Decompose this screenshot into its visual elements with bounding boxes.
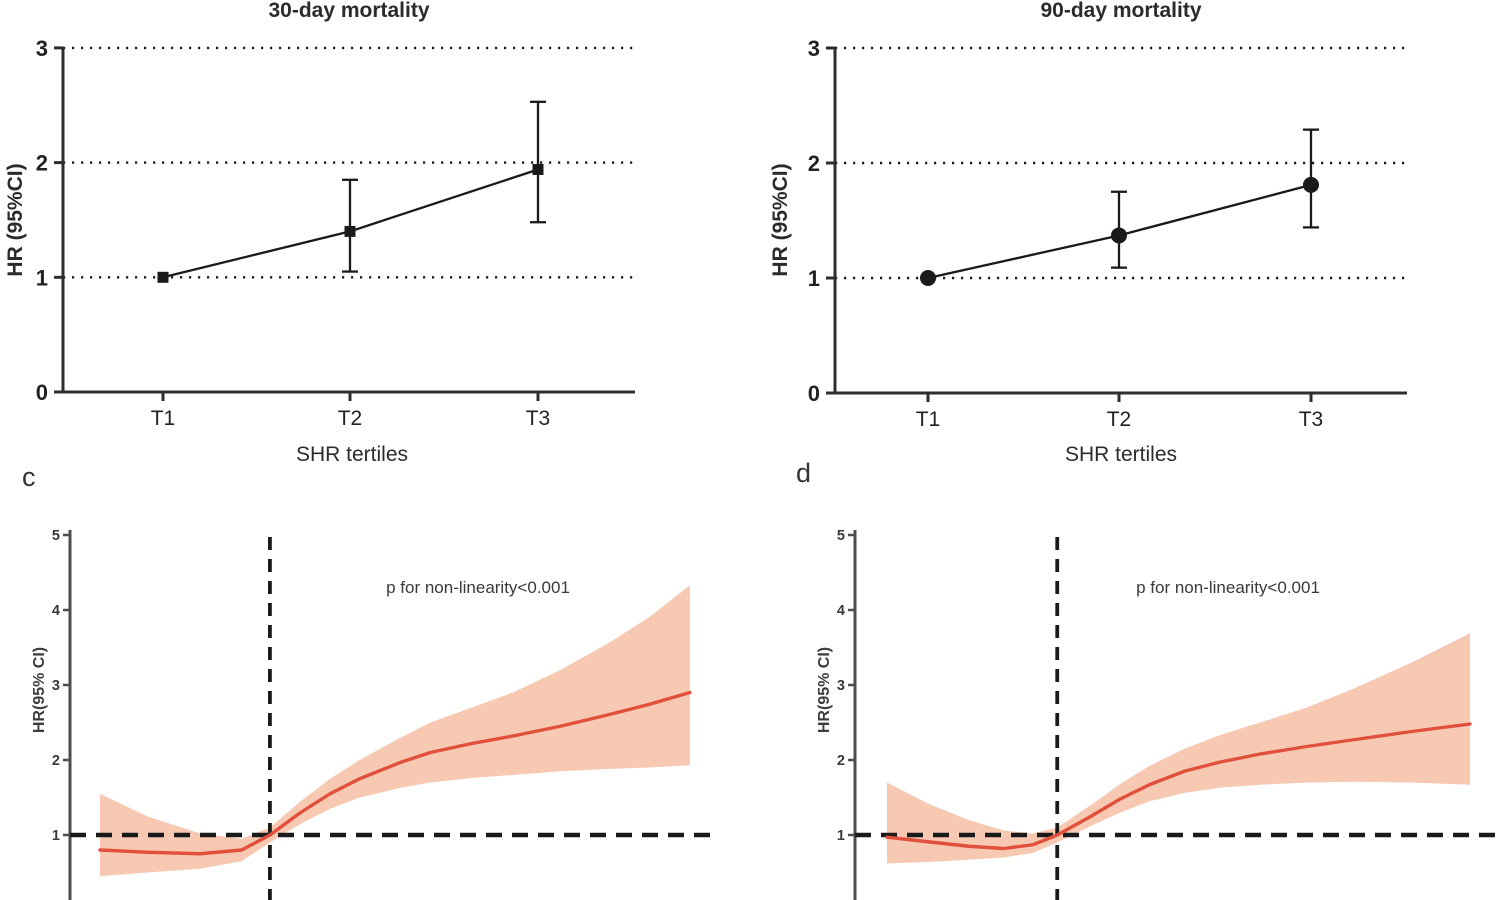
panel-c-letter: c — [22, 462, 36, 492]
svg-text:T2: T2 — [1107, 408, 1132, 431]
svg-text:4: 4 — [837, 603, 845, 619]
svg-text:2: 2 — [837, 753, 845, 769]
svg-text:0: 0 — [36, 380, 48, 405]
svg-text:3: 3 — [52, 678, 60, 694]
panel-b-x-axis-label: SHR tertiles — [1064, 443, 1178, 466]
panel-b-title: 90-day mortality — [1040, 0, 1202, 22]
svg-text:4: 4 — [52, 603, 60, 619]
panel-c-nonlinearity-annotation: p for non-linearity<0.001 — [386, 578, 570, 597]
svg-text:1: 1 — [808, 266, 820, 291]
svg-text:5: 5 — [52, 528, 60, 544]
svg-text:1: 1 — [837, 828, 845, 844]
svg-text:1: 1 — [52, 828, 60, 844]
svg-text:T3: T3 — [1299, 408, 1324, 431]
panel-b-y-axis-label: HR (95%CI) — [769, 163, 792, 277]
svg-text:0: 0 — [808, 381, 820, 406]
svg-text:5: 5 — [837, 528, 845, 544]
svg-text:3: 3 — [36, 36, 48, 61]
svg-text:T2: T2 — [338, 407, 363, 430]
svg-text:T3: T3 — [526, 407, 551, 430]
svg-text:3: 3 — [837, 678, 845, 694]
panel-d-nonlinearity-annotation: p for non-linearity<0.001 — [1136, 578, 1320, 597]
svg-text:3: 3 — [808, 36, 820, 61]
svg-text:2: 2 — [36, 151, 48, 176]
panel-d-y-axis-label: HR(95% CI) — [816, 646, 833, 734]
svg-text:1: 1 — [36, 265, 48, 290]
panel-a-x-axis-label: SHR tertiles — [295, 443, 409, 466]
panel-c-y-axis-label: HR(95% CI) — [31, 646, 48, 734]
panel-d-letter: d — [796, 458, 812, 488]
svg-text:2: 2 — [52, 753, 60, 769]
svg-text:T1: T1 — [151, 407, 176, 430]
svg-text:T1: T1 — [916, 408, 941, 431]
svg-text:2: 2 — [808, 151, 820, 176]
panel-a-title: 30-day mortality — [268, 0, 430, 22]
panel-a-y-axis-label: HR (95%CI) — [4, 163, 27, 277]
